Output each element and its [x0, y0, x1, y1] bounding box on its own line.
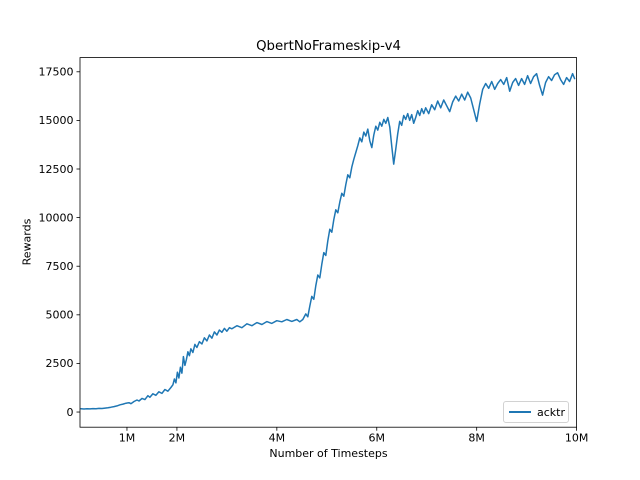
series-line-acktr	[80, 72, 576, 410]
x-tick-label: 10M	[565, 432, 589, 445]
y-axis-label: Rewards	[20, 218, 34, 266]
y-tick-label: 10000	[39, 211, 74, 224]
y-tick-label: 17500	[39, 66, 74, 79]
y-tick-label: 5000	[46, 309, 74, 322]
x-tick-label: 1M	[119, 432, 136, 445]
x-axis-label: Number of Timesteps	[269, 447, 388, 460]
y-tick-label: 15000	[39, 114, 74, 127]
x-tick-label: 2M	[169, 432, 186, 445]
y-tick-label: 7500	[46, 260, 74, 273]
x-tick-label: 8M	[468, 432, 485, 445]
x-axis-ticks: 1M 2M 4M 6M 8M 10M	[119, 427, 589, 445]
legend: acktr	[503, 401, 569, 423]
chart-title: QbertNoFrameskip-v4	[256, 39, 401, 54]
legend-line-sample	[509, 411, 531, 413]
x-tick-label: 6M	[369, 432, 386, 445]
plot-border	[79, 57, 578, 428]
legend-label-acktr: acktr	[537, 405, 565, 419]
y-axis-ticks: 0 2500 5000 7500 10000 12500 15000 17500	[39, 66, 80, 419]
y-tick-label: 0	[67, 406, 74, 419]
x-tick-label: 4M	[269, 432, 286, 445]
y-tick-label: 12500	[39, 163, 74, 176]
y-tick-label: 2500	[46, 357, 74, 370]
